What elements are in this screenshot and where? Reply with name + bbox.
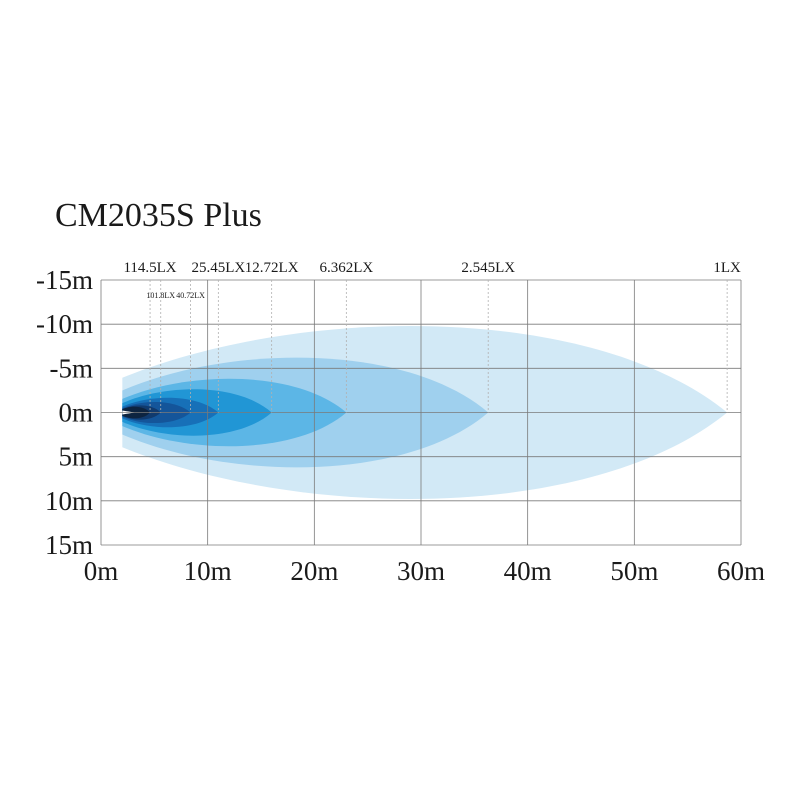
lux-label: 25.45LX xyxy=(191,260,245,276)
lux-label: 12.72LX xyxy=(245,260,299,276)
lux-label: 114.5LX xyxy=(123,260,176,276)
x-axis-tick-labels: 0m 10m 20m 30m 40m 50m 60m xyxy=(84,556,765,586)
lux-label: 1LX xyxy=(713,260,741,276)
x-tick-label: 50m xyxy=(610,556,658,586)
y-tick-label: -10m xyxy=(36,309,93,339)
x-tick-label: 30m xyxy=(397,556,445,586)
x-tick-label: 60m xyxy=(717,556,765,586)
x-tick-label: 20m xyxy=(290,556,338,586)
y-tick-label: 5m xyxy=(58,442,93,472)
lux-label: 6.362LX xyxy=(319,260,373,276)
x-tick-label: 40m xyxy=(504,556,552,586)
x-tick-label: 10m xyxy=(184,556,232,586)
x-tick-label: 0m xyxy=(84,556,119,586)
y-tick-label: 0m xyxy=(58,398,93,428)
y-tick-label: 10m xyxy=(45,486,93,516)
lux-label: 2.545LX xyxy=(461,260,515,276)
lux-label-small: 101.8LX xyxy=(146,291,175,300)
y-tick-label: 15m xyxy=(45,530,93,560)
y-axis-tick-labels: -15m -10m -5m 0m 5m 10m 15m xyxy=(36,265,93,560)
y-tick-label: -15m xyxy=(36,265,93,295)
grid-lines xyxy=(100,279,742,546)
lux-labels: 114.5LX 25.45LX 12.72LX 6.362LX 2.545LX 1LX 10… xyxy=(123,260,741,300)
chart-title: CM2035S Plus xyxy=(55,197,262,234)
lux-label-small: 40.72LX xyxy=(176,291,205,300)
y-tick-label: -5m xyxy=(50,353,94,383)
